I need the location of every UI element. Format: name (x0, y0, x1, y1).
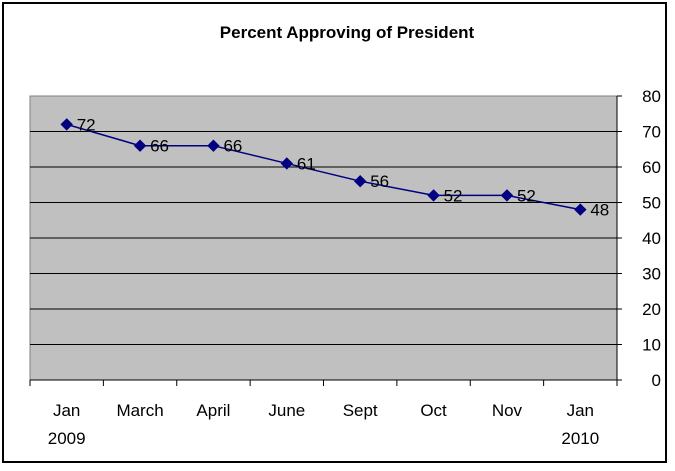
gridlines (30, 131, 617, 345)
y-tick-label-0: 0 (652, 371, 661, 390)
data-label-5: 52 (444, 186, 463, 205)
y-tick-label-10: 10 (642, 336, 661, 355)
data-point-0 (60, 118, 73, 131)
data-label-2: 66 (223, 137, 242, 156)
y-tick-label-70: 70 (642, 123, 661, 142)
x-tick-label-7-line2: 2010 (561, 429, 599, 448)
axes: 0 10 20 30 40 50 60 70 80 Jan 2009 March April June Se… (29, 87, 661, 448)
chart-title: Percent Approving of President (220, 23, 475, 42)
data-point-7 (574, 203, 587, 216)
data-label-0: 72 (77, 115, 96, 134)
data-label-4: 56 (370, 172, 389, 191)
data-point-4 (353, 174, 367, 188)
x-tick-label-5: Oct (420, 401, 447, 420)
series-approval (60, 118, 587, 216)
data-label-6: 52 (517, 186, 536, 205)
x-tick-label-3: June (268, 401, 305, 420)
x-tick-label-1: March (116, 401, 163, 420)
y-tick-label-20: 20 (642, 300, 661, 319)
x-tick-label-4: Sept (343, 401, 378, 420)
x-tick-label-2: April (196, 401, 230, 420)
y-tick-label-50: 50 (642, 194, 661, 213)
x-tick-label-0: Jan (53, 401, 80, 420)
x-tick-label-7: Jan (567, 401, 594, 420)
data-label-7: 48 (590, 201, 609, 220)
data-point-5 (427, 189, 440, 202)
data-point-6 (500, 189, 514, 202)
x-tick-label-0-line2: 2009 (48, 429, 86, 448)
data-label-3: 61 (297, 154, 316, 173)
x-tick-label-6: Nov (492, 401, 523, 420)
data-point-1 (133, 139, 147, 152)
y-tick-label-60: 60 (642, 158, 661, 177)
data-point-2 (207, 139, 220, 152)
series-line (66, 123, 581, 211)
y-tick-label-30: 30 (642, 265, 661, 284)
y-tick-label-40: 40 (642, 229, 661, 248)
data-label-1: 66 (150, 137, 169, 156)
data-point-3 (280, 157, 294, 170)
y-tick-label-80: 80 (642, 87, 661, 106)
data-labels: 72 66 66 61 56 52 52 48 (77, 115, 610, 219)
